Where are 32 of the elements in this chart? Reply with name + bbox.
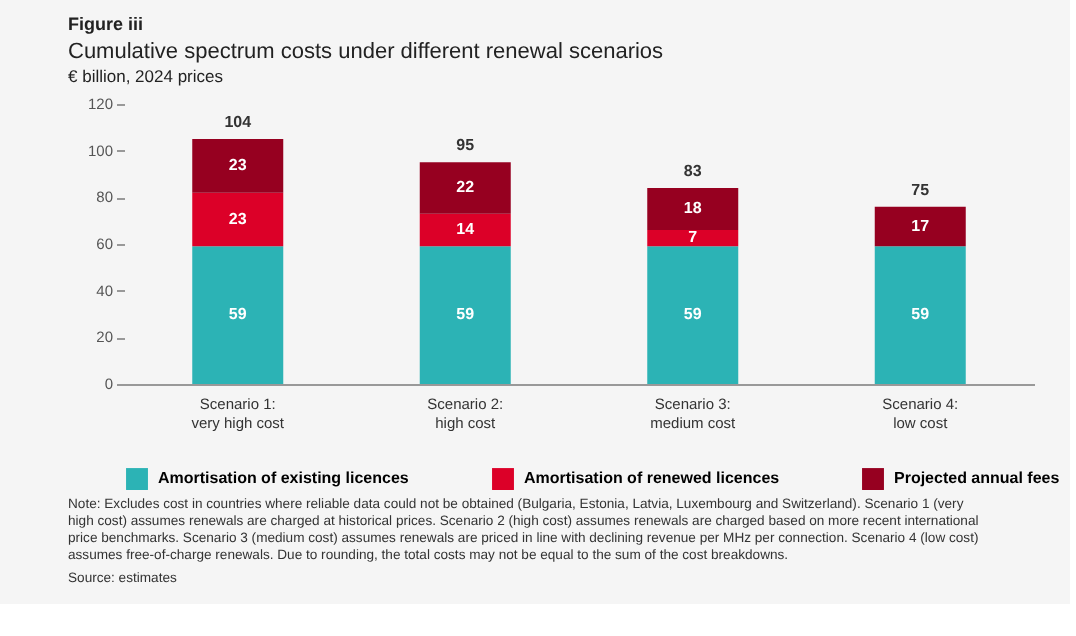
data-label: 59 [683, 305, 703, 324]
total-label: 95 [456, 136, 476, 155]
bar [874, 206, 966, 247]
bar [419, 246, 511, 384]
data-label: 7 [688, 228, 699, 247]
bar [647, 230, 739, 247]
bar [874, 246, 966, 384]
bar [192, 192, 284, 247]
bar [419, 213, 511, 247]
chart-title: Cumulative spectrum costs under different renewal scenarios [68, 40, 665, 64]
data-label: 23 [228, 155, 248, 174]
legend-label: Amortisation of renewed licences [524, 469, 781, 488]
total-label: 104 [224, 113, 253, 131]
bar [419, 162, 511, 214]
data-label: 14 [456, 220, 476, 238]
data-label: 22 [456, 178, 476, 196]
data-label: 59 [911, 305, 931, 324]
data-label: 18 [683, 199, 703, 217]
bar [647, 188, 739, 230]
total-label: 83 [683, 162, 703, 180]
legend-label: Projected annual fees [894, 469, 1061, 488]
data-label: 23 [228, 209, 248, 228]
bar [192, 246, 284, 384]
total-label: 75 [911, 180, 931, 199]
chart-subtitle: € billion, 2024 prices [68, 66, 223, 86]
bar [647, 246, 739, 384]
bar [192, 139, 284, 193]
text: Figure iii [68, 14, 144, 34]
data-label: 17 [911, 216, 931, 235]
data-label: 59 [228, 305, 248, 324]
legend-label: Amortisation of existing licences [158, 469, 410, 488]
data-label: 59 [456, 305, 476, 324]
